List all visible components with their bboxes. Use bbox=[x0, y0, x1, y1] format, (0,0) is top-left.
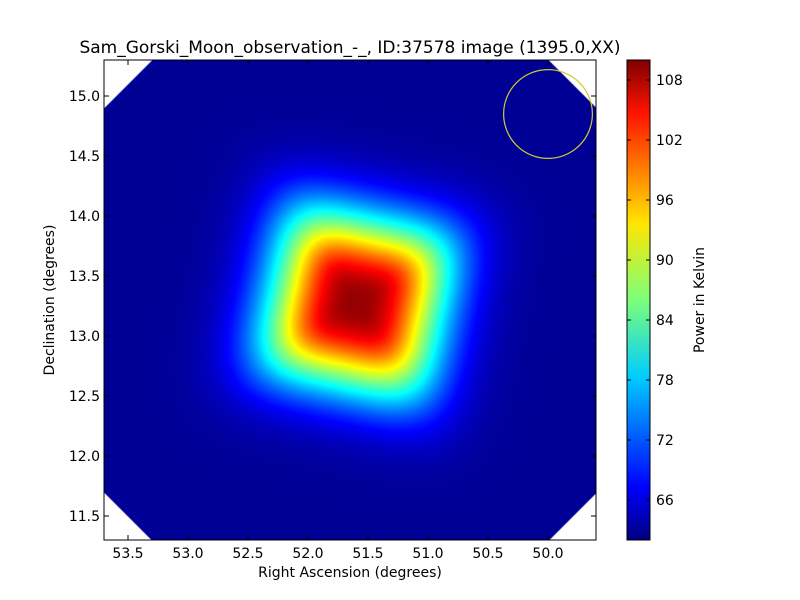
x-axis-label: Right Ascension (degrees) bbox=[258, 565, 442, 581]
x-tick-label: 52.5 bbox=[232, 546, 263, 562]
y-tick-label: 14.0 bbox=[69, 209, 100, 225]
beam-circle bbox=[503, 68, 594, 160]
x-tick-label: 53.5 bbox=[112, 546, 143, 562]
colorbar-tick-label: 102 bbox=[656, 133, 683, 149]
y-tick-label: 15.0 bbox=[69, 89, 100, 105]
y-tick-label: 11.5 bbox=[69, 509, 100, 525]
y-tick-label: 12.5 bbox=[69, 389, 100, 405]
x-tick-label: 51.5 bbox=[352, 546, 383, 562]
x-tick-label: 51.0 bbox=[412, 546, 443, 562]
y-tick-label: 13.5 bbox=[69, 269, 100, 285]
colorbar-tick-label: 108 bbox=[656, 73, 683, 89]
y-axis-label: Declination (degrees) bbox=[42, 225, 58, 376]
plot-area bbox=[103, 59, 597, 541]
y-tick-label: 14.5 bbox=[69, 149, 100, 165]
x-tick-label: 52.0 bbox=[292, 546, 323, 562]
colorbar-tick-label: 78 bbox=[656, 373, 674, 389]
colorbar-label: Power in Kelvin bbox=[692, 247, 708, 353]
plot-frame bbox=[103, 59, 597, 541]
x-tick-label: 50.0 bbox=[532, 546, 563, 562]
colorbar-ticks: 66 72 78 84 90 96 102 108 bbox=[627, 73, 683, 509]
y-tick-label: 12.0 bbox=[69, 449, 100, 465]
colorbar: 66 72 78 84 90 96 102 108 Power in Kelvin bbox=[626, 59, 708, 541]
y-axis-ticks: 11.5 12.0 12.5 13.0 13.5 14.0 14.5 15.0 bbox=[69, 89, 596, 525]
x-axis-ticks: 53.5 53.0 52.5 52.0 51.5 51.0 50.5 50.0 bbox=[112, 60, 564, 562]
colorbar-tick-label: 66 bbox=[656, 493, 674, 509]
colorbar-tick-label: 90 bbox=[656, 253, 674, 269]
colorbar-tick-label: 96 bbox=[656, 193, 674, 209]
x-tick-label: 53.0 bbox=[172, 546, 203, 562]
colorbar-tick-label: 84 bbox=[656, 313, 674, 329]
chart-title: Sam_Gorski_Moon_observation_-_, ID:37578… bbox=[79, 38, 620, 58]
colorbar-tick-label: 72 bbox=[656, 433, 674, 449]
x-tick-label: 50.5 bbox=[472, 546, 503, 562]
y-tick-label: 13.0 bbox=[69, 329, 100, 345]
colorbar-gradient bbox=[626, 59, 651, 541]
overlay-layer bbox=[503, 68, 594, 160]
